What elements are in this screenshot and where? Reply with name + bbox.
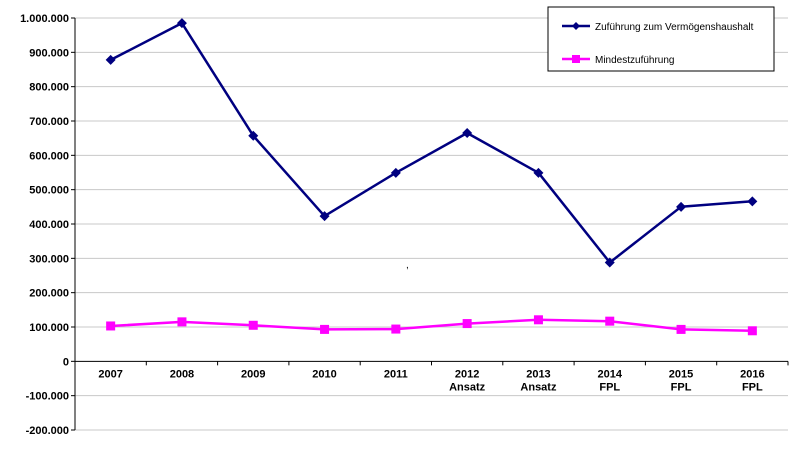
data-point — [105, 54, 116, 65]
data-point — [177, 317, 187, 327]
y-tick-label: 400.000 — [29, 219, 69, 231]
x-tick-label: 2010 — [312, 368, 336, 380]
series-line — [110, 21, 753, 264]
data-point — [604, 257, 615, 268]
data-point — [605, 316, 615, 326]
legend-box — [547, 6, 775, 72]
x-axis-tick-labels: 2007 2008 2009 2010 2011 2012 Ansatz 2013 Ansatz… — [98, 368, 764, 393]
x-tick-label: 2008 — [170, 368, 194, 380]
data-point — [676, 324, 686, 334]
y-tick-label: 1.000.000 — [20, 13, 69, 25]
x-tick-label: 2014 FPL — [598, 368, 623, 393]
data-point — [319, 211, 330, 222]
x-tick-label: 2013 Ansatz — [520, 368, 557, 393]
series-2 — [106, 315, 757, 336]
legend-marker — [572, 22, 580, 30]
legend-label: Mindestzuführung — [595, 55, 675, 66]
series-line — [110, 318, 753, 333]
series-1 — [105, 18, 758, 268]
y-tick-label: 500.000 — [29, 185, 69, 197]
y-tick-label: -100.000 — [26, 391, 69, 403]
data-point — [248, 320, 258, 330]
data-point — [533, 167, 544, 178]
data-point — [533, 315, 543, 325]
data-point — [106, 321, 116, 331]
axes — [71, 17, 789, 431]
data-point — [320, 324, 330, 334]
data-point — [176, 18, 187, 29]
y-tick-label: 200.000 — [29, 288, 69, 300]
data-point — [462, 319, 472, 329]
legend: Zuführung zum Vermögenshaushalt Mindestzu… — [547, 6, 775, 72]
y-tick-label: 700.000 — [29, 116, 69, 128]
y-tick-label: 0 — [63, 356, 69, 368]
x-tick-label: 2016 FPL — [740, 368, 764, 393]
x-tick-label: 2009 — [241, 368, 265, 380]
data-point — [391, 324, 401, 334]
x-tick-label: 2015 FPL — [669, 368, 693, 393]
series — [105, 18, 758, 336]
data-point — [676, 201, 687, 212]
data-point — [747, 326, 757, 336]
data-point — [248, 130, 259, 141]
data-point — [747, 196, 758, 207]
y-tick-label: 900.000 — [29, 47, 69, 59]
y-tick-label: 100.000 — [29, 322, 69, 334]
y-axis-tick-labels: -200.000 -100.000 0 100.000 200.000 300.000 40… — [20, 13, 69, 437]
data-point — [390, 167, 401, 178]
gridlines — [75, 17, 788, 431]
y-tick-label: 600.000 — [29, 150, 69, 162]
data-point — [462, 128, 473, 139]
y-tick-label: -200.000 — [26, 425, 69, 437]
legend-marker — [572, 55, 580, 63]
stray-annotation: , — [406, 260, 409, 271]
legend-label: Zuführung zum Vermögenshaushalt — [595, 22, 754, 33]
y-tick-label: 300.000 — [29, 253, 69, 265]
y-tick-label: 800.000 — [29, 82, 69, 94]
x-tick-label: 2011 — [384, 368, 408, 380]
x-tick-label: 2012 Ansatz — [449, 368, 486, 393]
x-tick-label: 2007 — [98, 368, 122, 380]
